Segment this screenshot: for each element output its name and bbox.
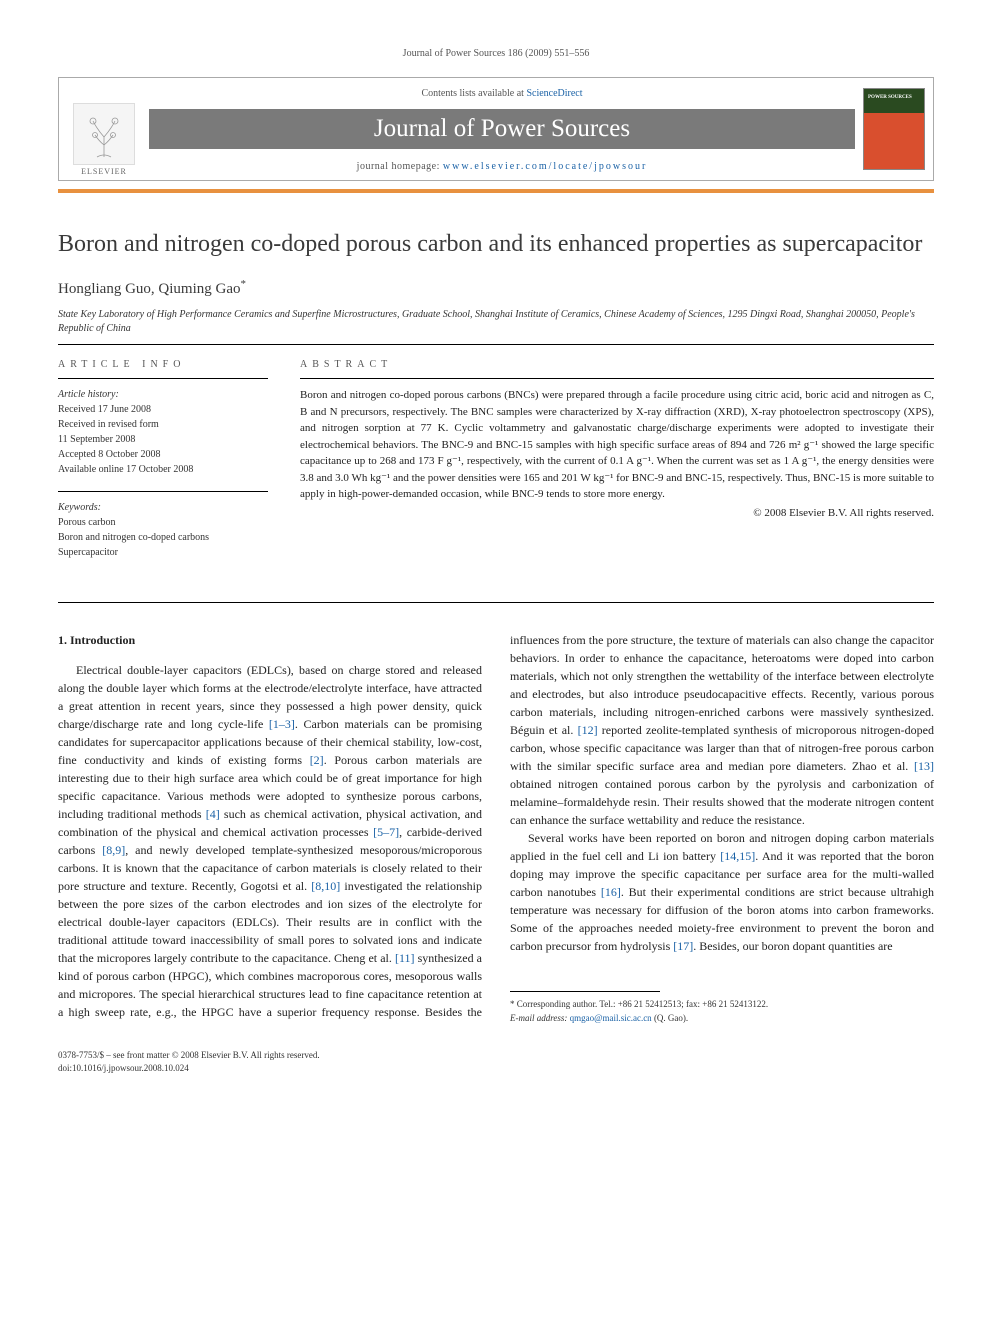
citation-link[interactable]: [14,15] bbox=[720, 849, 755, 863]
author-names: Hongliang Guo, Qiuming Gao bbox=[58, 281, 240, 297]
citation-link[interactable]: [8,10] bbox=[311, 879, 340, 893]
body-text-columns: 1. Introduction Electrical double-layer … bbox=[58, 631, 934, 1025]
text-run: obtained nitrogen contained porous carbo… bbox=[510, 777, 934, 827]
citation-link[interactable]: [12] bbox=[578, 723, 598, 737]
citation-link[interactable]: [8,9] bbox=[102, 843, 125, 857]
front-matter-line: 0378-7753/$ – see front matter © 2008 El… bbox=[58, 1049, 934, 1062]
abstract-heading: ABSTRACT bbox=[300, 359, 934, 370]
publisher-name: ELSEVIER bbox=[81, 167, 127, 176]
article-info-column: ARTICLE INFO Article history: Received 1… bbox=[58, 359, 268, 574]
citation-link[interactable]: [1–3] bbox=[269, 717, 295, 731]
online-date: Available online 17 October 2008 bbox=[58, 462, 268, 477]
homepage-prefix: journal homepage: bbox=[357, 161, 443, 172]
doi-line: doi:10.1016/j.jpowsour.2008.10.024 bbox=[58, 1062, 934, 1075]
text-run: Cheng et al. bbox=[334, 951, 395, 965]
affiliation: State Key Laboratory of High Performance… bbox=[58, 308, 934, 336]
corresponding-email-link[interactable]: qmgao@mail.sic.ac.cn bbox=[570, 1013, 652, 1023]
page-footer: 0378-7753/$ – see front matter © 2008 El… bbox=[58, 1049, 934, 1074]
keywords-label: Keywords: bbox=[58, 500, 268, 515]
keywords-rule bbox=[58, 491, 268, 492]
journal-title: Journal of Power Sources bbox=[149, 109, 855, 149]
cover-image-icon bbox=[863, 88, 925, 170]
publisher-logo: ELSEVIER bbox=[59, 78, 149, 180]
article-title: Boron and nitrogen co-doped porous carbo… bbox=[58, 229, 934, 260]
email-footnote: E-mail address: qmgao@mail.sic.ac.cn (Q.… bbox=[510, 1012, 934, 1026]
orange-divider bbox=[58, 189, 934, 193]
citation-link[interactable]: [17] bbox=[673, 939, 693, 953]
body-paragraph: Electrical double-layer capacitors (EDLC… bbox=[58, 631, 934, 1025]
elsevier-tree-icon bbox=[73, 103, 135, 165]
accepted-date: Accepted 8 October 2008 bbox=[58, 447, 268, 462]
journal-cover-thumb bbox=[855, 78, 933, 180]
abstract-rule bbox=[300, 378, 934, 379]
running-head: Journal of Power Sources 186 (2009) 551–… bbox=[58, 48, 934, 59]
revised-label: Received in revised form bbox=[58, 417, 268, 432]
footnote-rule bbox=[510, 991, 660, 992]
history-label: Article history: bbox=[58, 387, 268, 402]
contents-prefix: Contents lists available at bbox=[421, 88, 526, 99]
abstract-column: ABSTRACT Boron and nitrogen co-doped por… bbox=[300, 359, 934, 574]
citation-link[interactable]: [13] bbox=[914, 759, 934, 773]
citation-link[interactable]: [5–7] bbox=[373, 825, 399, 839]
keyword: Porous carbon bbox=[58, 515, 268, 530]
journal-homepage-line: journal homepage: www.elsevier.com/locat… bbox=[157, 161, 847, 172]
section-heading-introduction: 1. Introduction bbox=[58, 631, 482, 649]
rule-above-meta bbox=[58, 344, 934, 345]
citation-link[interactable]: [11] bbox=[395, 951, 415, 965]
citation-link[interactable]: [4] bbox=[206, 807, 220, 821]
email-who: (Q. Gao). bbox=[654, 1013, 688, 1023]
journal-masthead: ELSEVIER Contents lists available at Sci… bbox=[58, 77, 934, 181]
keywords-block: Keywords: Porous carbon Boron and nitrog… bbox=[58, 500, 268, 560]
footnotes-block: * Corresponding author. Tel.: +86 21 524… bbox=[510, 998, 934, 1025]
article-info-rule bbox=[58, 378, 268, 379]
corresponding-author-footnote: * Corresponding author. Tel.: +86 21 524… bbox=[510, 998, 934, 1012]
received-date: Received 17 June 2008 bbox=[58, 402, 268, 417]
journal-homepage-link[interactable]: www.elsevier.com/locate/jpowsour bbox=[443, 161, 647, 172]
keyword: Supercapacitor bbox=[58, 545, 268, 560]
corresponding-mark-icon: * bbox=[240, 278, 246, 290]
email-label: E-mail address: bbox=[510, 1013, 567, 1023]
citation-link[interactable]: [2] bbox=[310, 753, 324, 767]
citation-link[interactable]: [16] bbox=[601, 885, 621, 899]
rule-below-abstract bbox=[58, 602, 934, 603]
article-info-heading: ARTICLE INFO bbox=[58, 359, 268, 370]
text-run: . Besides, our boron dopant quantities a… bbox=[693, 939, 892, 953]
abstract-text: Boron and nitrogen co-doped porous carbo… bbox=[300, 387, 934, 503]
revised-date: 11 September 2008 bbox=[58, 432, 268, 447]
keyword: Boron and nitrogen co-doped carbons bbox=[58, 530, 268, 545]
contents-available-line: Contents lists available at ScienceDirec… bbox=[157, 88, 847, 99]
article-history-block: Article history: Received 17 June 2008 R… bbox=[58, 387, 268, 477]
body-paragraph: Several works have been reported on boro… bbox=[510, 829, 934, 955]
sciencedirect-link[interactable]: ScienceDirect bbox=[526, 88, 582, 99]
abstract-copyright: © 2008 Elsevier B.V. All rights reserved… bbox=[300, 507, 934, 519]
authors-line: Hongliang Guo, Qiuming Gao* bbox=[58, 278, 934, 298]
